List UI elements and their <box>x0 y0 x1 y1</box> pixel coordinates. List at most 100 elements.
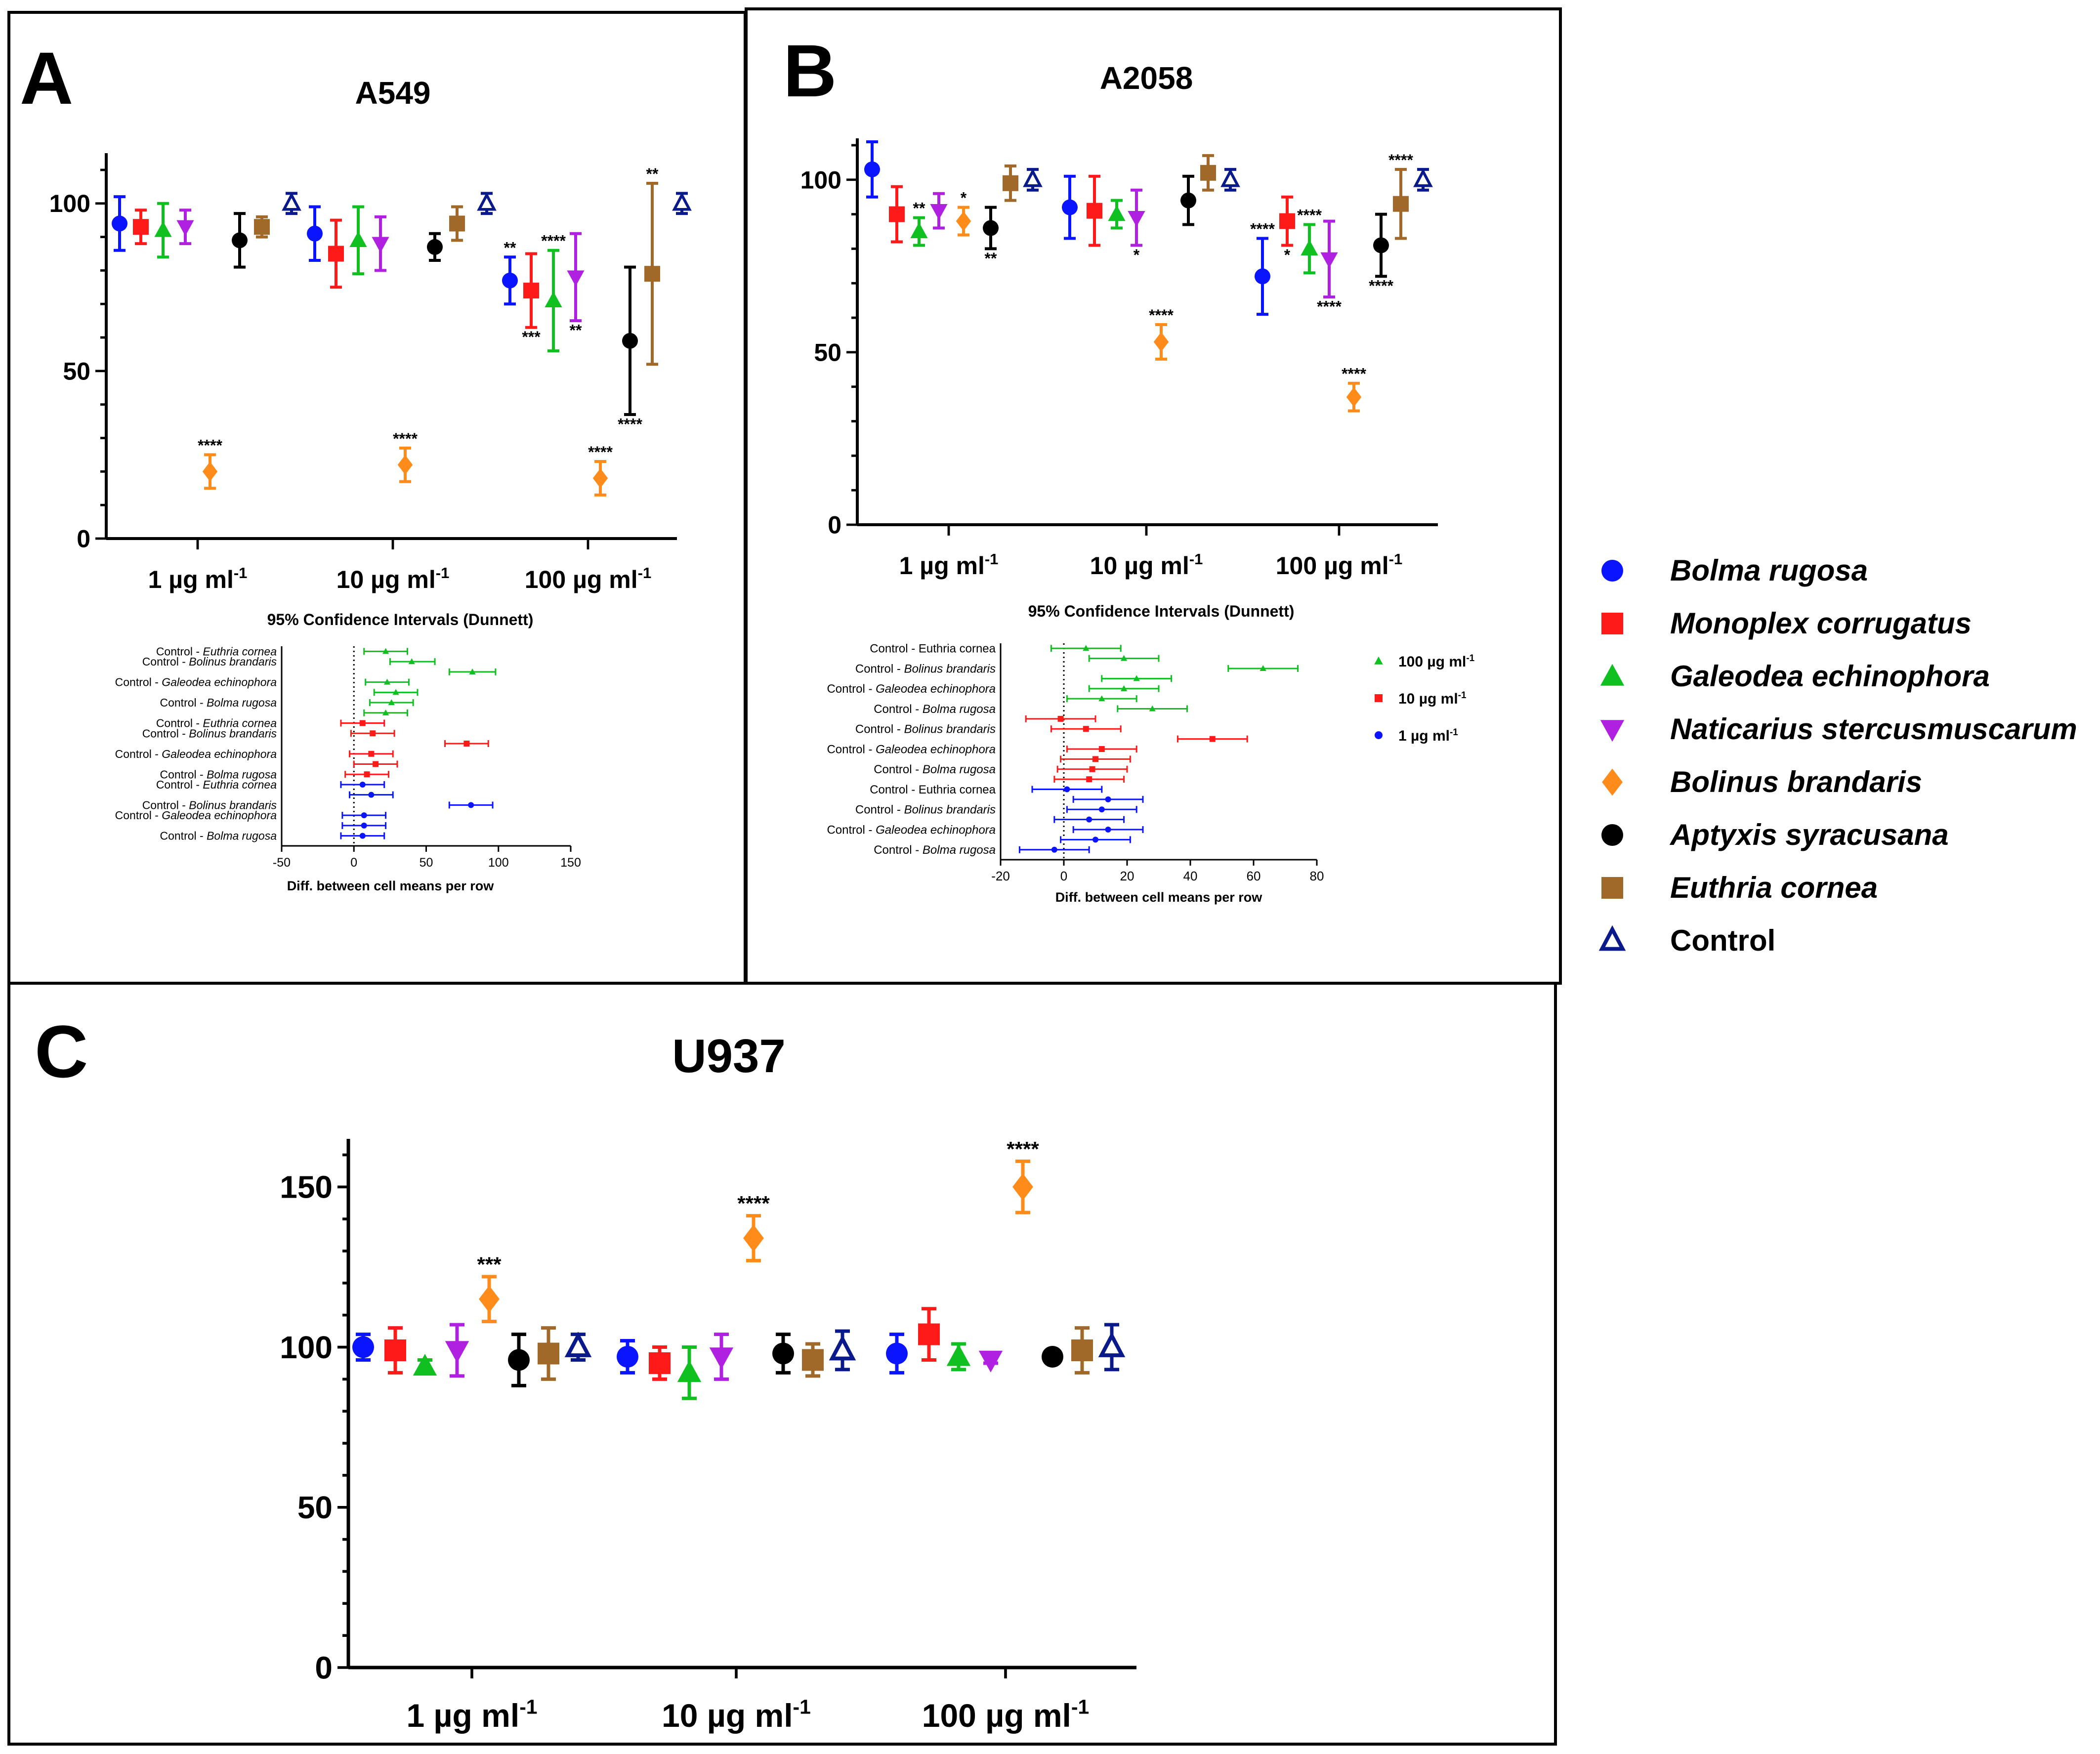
ci-row <box>448 668 497 675</box>
point-control-1 <box>1220 167 1240 192</box>
point-bolinus-brandaris-0 <box>479 1275 500 1324</box>
significance-label: *** <box>477 1253 502 1276</box>
ci-row-label: Control - Bolinus brandaris <box>142 727 277 740</box>
ci-row-label: Control - Euthria cornea <box>870 642 996 656</box>
point-monoplex-corrugatus-1 <box>1087 174 1102 247</box>
point-monoplex-corrugatus-0 <box>133 209 149 246</box>
ci-row: Control - Galeodea echinophora <box>827 823 1144 836</box>
point-euthria-cornea-0 <box>1003 164 1018 202</box>
marker-control <box>1220 168 1240 187</box>
point-euthria-cornea-2 <box>644 182 660 366</box>
ci-row: Control - Galeodea echinophora <box>827 743 1137 756</box>
ci-row <box>1053 776 1125 783</box>
marker-aptyxis-syracusana <box>1042 1345 1063 1368</box>
ci-row <box>1176 735 1248 743</box>
legend-item-monoplex-corrugatus: Monoplex corrugatus <box>1601 607 1972 640</box>
point-aptyxis-syracusana-1 <box>1180 174 1196 226</box>
ci-estimate <box>1086 816 1092 823</box>
marker-aptyxis-syracusana <box>983 220 999 236</box>
marker-bolinus-brandaris <box>1012 1173 1033 1201</box>
point-bolinus-brandaris-2 <box>1346 381 1362 413</box>
ci-estimate <box>1092 836 1098 843</box>
significance-label: **** <box>1388 151 1413 169</box>
point-galeodea-echinophora-2 <box>1301 223 1318 275</box>
ci-row-label: Control - Bolma rugosa <box>874 703 996 716</box>
panel-b-ci-xlabel: Diff. between cell means per row <box>1055 890 1263 905</box>
marker-control <box>564 1332 592 1357</box>
point-galeodea-echinophora-1 <box>349 205 367 276</box>
ci-row: Control - Bolinus brandaris <box>142 655 436 668</box>
point-bolma-rugosa-0 <box>112 195 127 252</box>
marker-control <box>477 192 497 211</box>
ci-row <box>1053 816 1125 823</box>
panel-b-ci-plot: -20 0 20 40 60 80 Control - Euthria cornea Cont… <box>827 642 1474 883</box>
legend-marker <box>1598 925 1626 951</box>
panel-letter-b: B <box>783 29 837 112</box>
ci-estimate <box>373 761 379 767</box>
point-naticarius-stercusmuscarum-2 <box>978 1350 1003 1373</box>
marker-galeodea-echinophora <box>349 231 367 247</box>
ci-row <box>1101 675 1173 682</box>
ci-estimate <box>364 771 370 778</box>
marker-euthria-cornea <box>1200 165 1216 181</box>
marker-monoplex-corrugatus <box>328 246 344 262</box>
significance-label: **** <box>1297 207 1322 224</box>
ci-row <box>363 709 408 716</box>
ci-x-tick-label: 100 <box>488 856 509 870</box>
point-bolinus-brandaris-1 <box>743 1214 764 1262</box>
ci-estimate <box>468 802 474 808</box>
legend-marker <box>1601 613 1623 634</box>
marker-naticarius-stercusmuscarum <box>445 1341 469 1363</box>
ci-row: Control - Bolma rugosa <box>874 763 1128 776</box>
significance-label: **** <box>198 436 222 454</box>
ci-row: Control - Bolma rugosa <box>160 696 414 709</box>
ci-estimate <box>361 812 367 819</box>
ci-estimate <box>383 678 391 685</box>
ci-row-label: Control - Bolma rugosa <box>874 763 996 776</box>
ci-estimate <box>1098 746 1105 752</box>
marker-galeodea-echinophora <box>677 1360 702 1382</box>
ci-row: Control - Bolma rugosa <box>874 843 1090 857</box>
legend-item-aptyxis-syracusana: Aptyxis syracusana <box>1601 818 1949 851</box>
marker-control <box>672 192 692 211</box>
ci-row-label: Control - Euthria cornea <box>156 778 277 791</box>
ci-estimate <box>1051 846 1057 853</box>
ci-legend-label: 1 µg ml-1 <box>1398 727 1458 744</box>
ci-row: Control - Euthria cornea <box>870 642 1122 656</box>
x-tick-label: 100 µg ml-1 <box>922 1696 1090 1734</box>
ci-row-label: Control - Galeodea echinophora <box>115 748 277 760</box>
ci-row: Control - Euthria cornea <box>156 717 385 730</box>
significance-label: * <box>1284 246 1291 264</box>
ci-estimate <box>1089 766 1095 772</box>
marker-bolma-rugosa <box>307 225 323 242</box>
ci-estimate <box>1133 675 1140 681</box>
ci-row: Control - Galeodea echinophora <box>115 676 410 689</box>
marker-euthria-cornea <box>254 219 270 235</box>
point-aptyxis-syracusana-1 <box>772 1333 794 1375</box>
point-aptyxis-syracusana-0 <box>232 212 248 269</box>
y-tick-label: 0 <box>828 511 841 539</box>
ci-estimate <box>469 668 476 674</box>
significance-label: **** <box>1250 220 1275 238</box>
point-aptyxis-syracusana-0 <box>508 1333 530 1387</box>
marker-naticarius-stercusmuscarum <box>709 1347 734 1370</box>
marker-bolma-rugosa <box>1062 199 1078 215</box>
ci-estimate <box>1092 756 1098 762</box>
ci-x-tick-label: -20 <box>991 869 1010 883</box>
ci-row-label: Control - Galeodea echinophora <box>827 743 996 756</box>
ci-row: Control - Bolinus brandaris <box>855 723 1122 736</box>
significance-label: **** <box>1317 298 1342 316</box>
point-aptyxis-syracusana-0 <box>983 206 999 251</box>
point-naticarius-stercusmuscarum-0 <box>445 1323 469 1378</box>
panel-a-ci-title: 95% Confidence Intervals (Dunnett) <box>267 611 534 628</box>
legend-item-galeodea-echinophora: Galeodea echinophora <box>1600 660 1990 693</box>
marker-bolma-rugosa <box>352 1336 374 1358</box>
point-euthria-cornea-2 <box>1071 1326 1093 1375</box>
marker-euthria-cornea <box>1393 196 1409 212</box>
ci-row: Control - Bolma rugosa <box>874 703 1188 716</box>
marker-bolma-rugosa <box>864 161 880 177</box>
point-aptyxis-syracusana-1 <box>427 232 443 262</box>
ci-estimate <box>359 781 366 788</box>
point-bolinus-brandaris-1 <box>397 446 413 483</box>
